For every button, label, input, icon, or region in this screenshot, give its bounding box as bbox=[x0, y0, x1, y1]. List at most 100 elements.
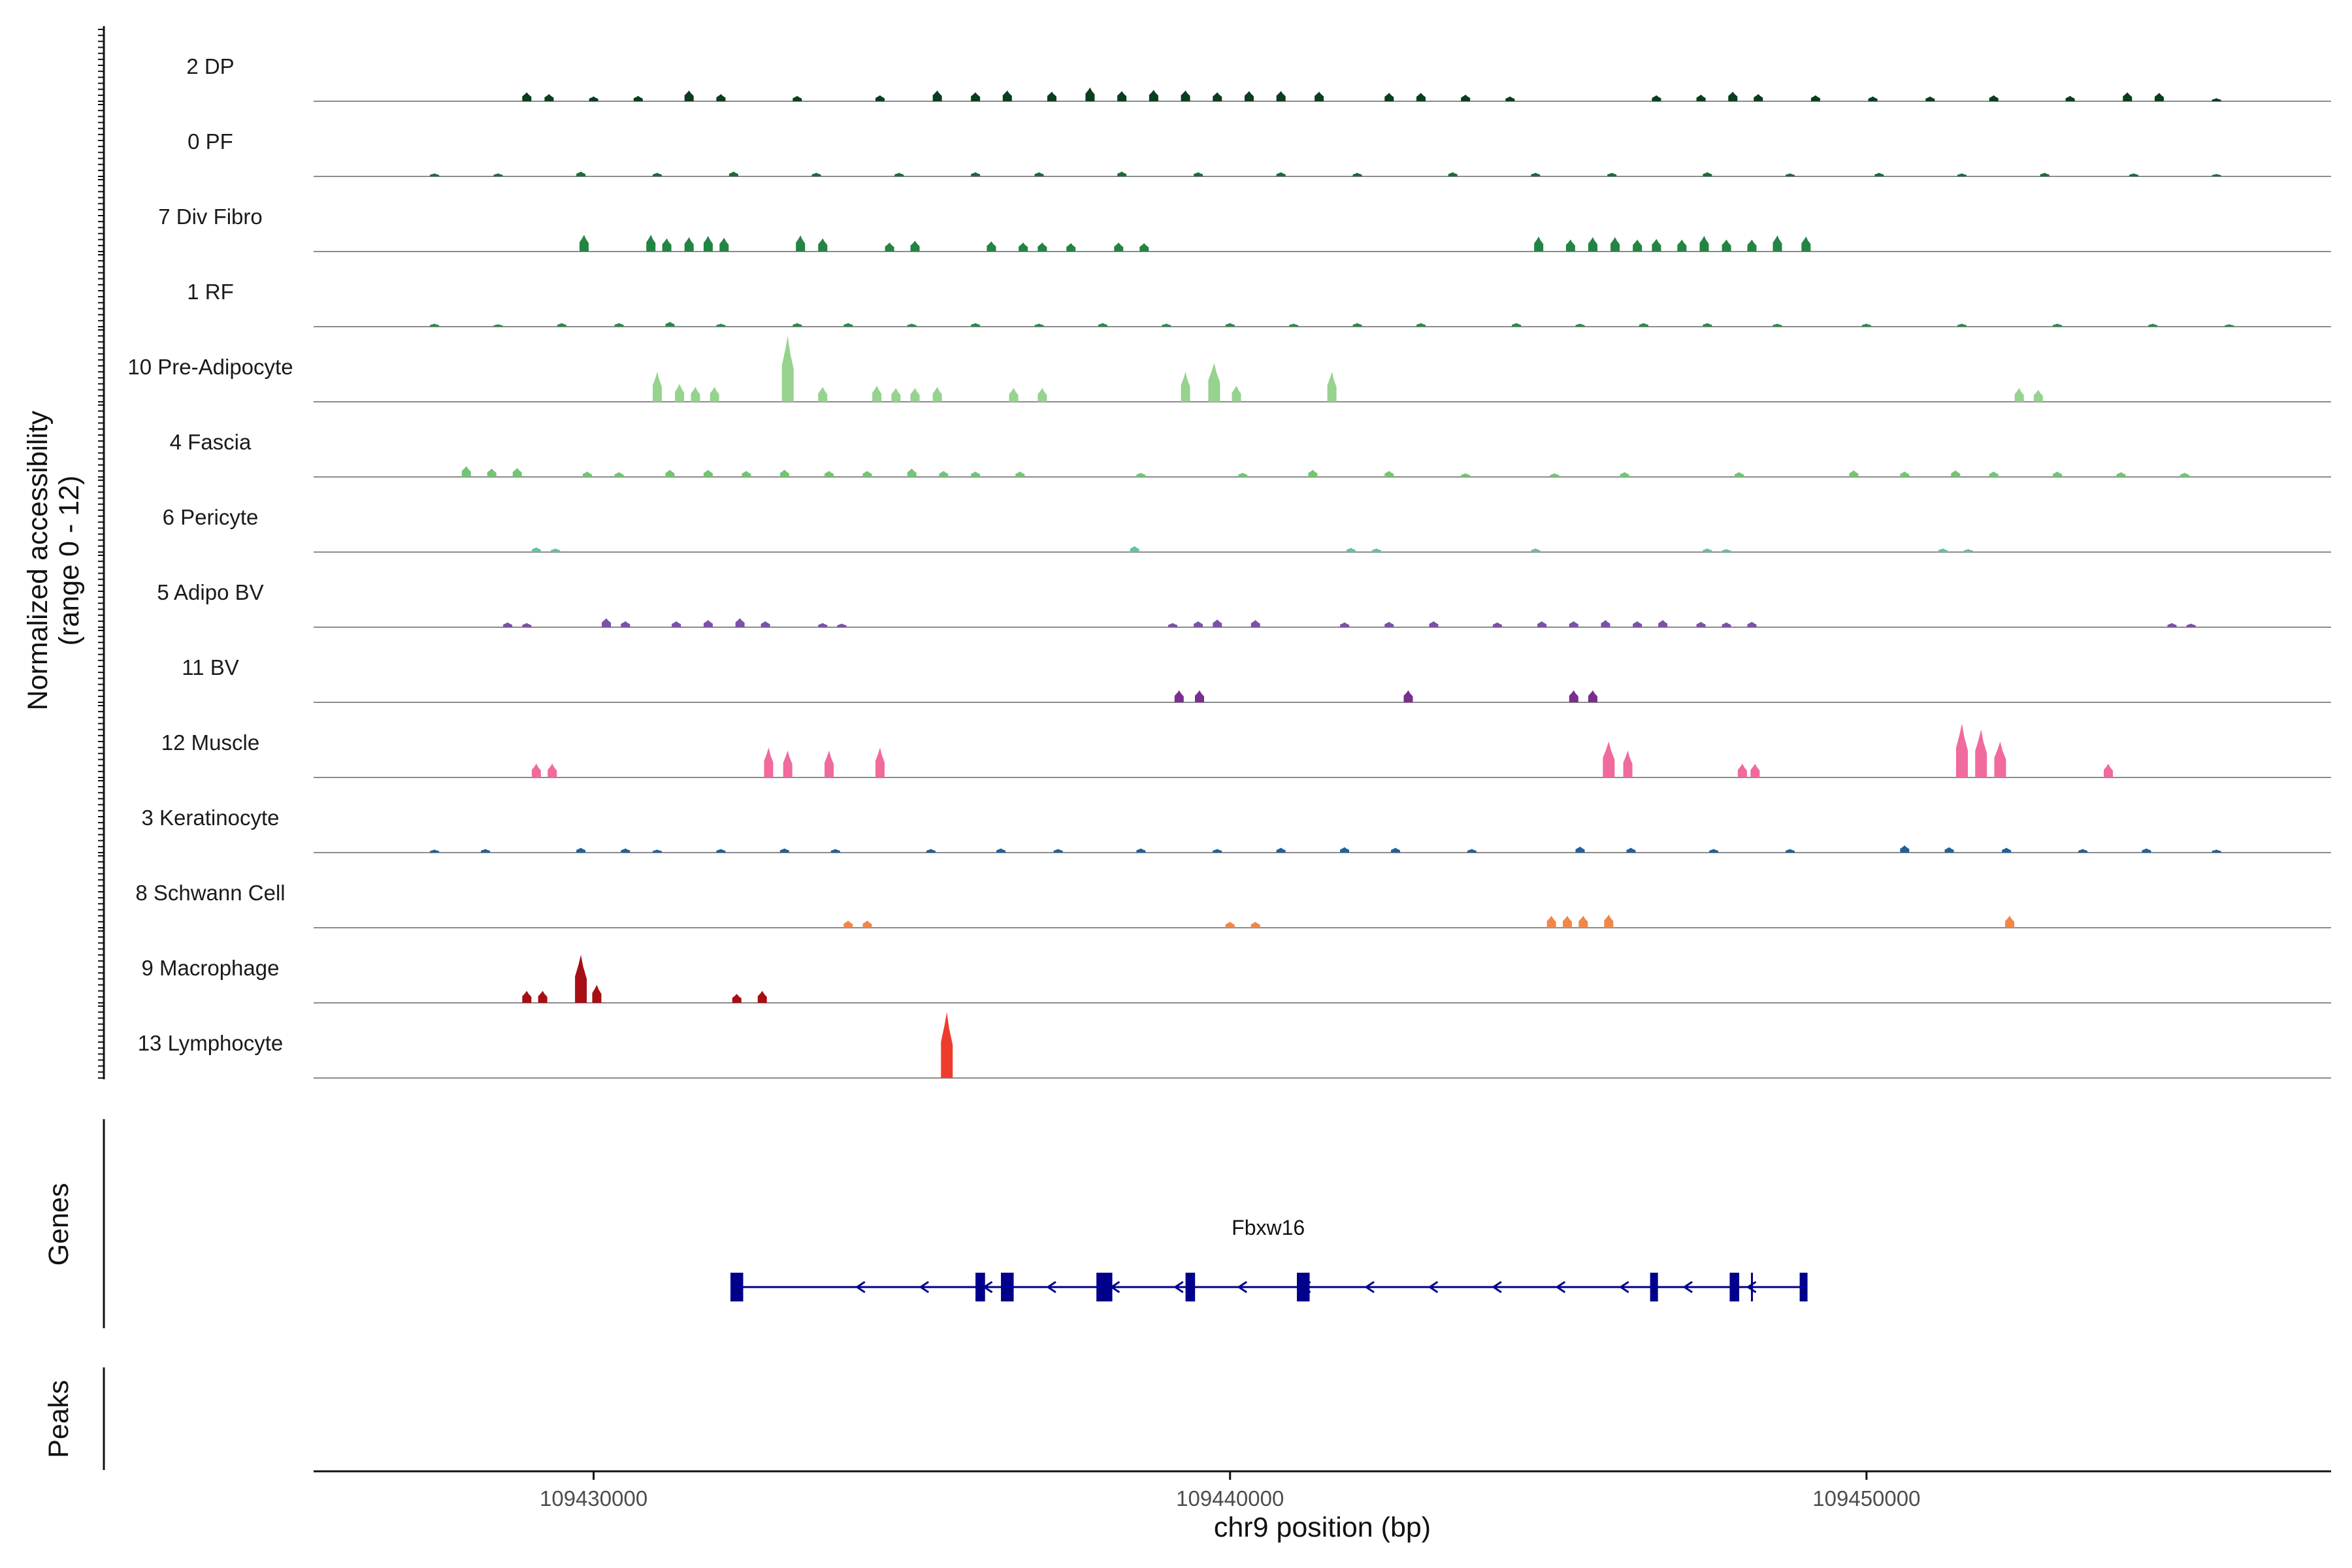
coverage-peak bbox=[461, 466, 471, 477]
coverage-peak bbox=[1728, 91, 1738, 101]
gene-exon bbox=[1096, 1273, 1113, 1301]
coverage-peak bbox=[1340, 847, 1350, 853]
coverage-peak bbox=[1448, 172, 1458, 176]
coverage-peak bbox=[1575, 846, 1585, 853]
coverage-peak bbox=[547, 763, 557, 777]
x-axis-title: chr9 position (bp) bbox=[1214, 1512, 1431, 1543]
coverage-peak bbox=[1957, 323, 1967, 327]
coverage-peak bbox=[1750, 763, 1760, 777]
track-label: 13 Lymphocyte bbox=[138, 1031, 284, 1055]
strand-arrow bbox=[1492, 1281, 1502, 1294]
coverage-peak bbox=[728, 171, 738, 176]
track-11: 3 Keratinocyte bbox=[142, 806, 2331, 853]
coverage-peak bbox=[1868, 96, 1878, 101]
coverage-peak bbox=[1563, 915, 1573, 928]
coverage-peak bbox=[653, 372, 662, 402]
coverage-peak bbox=[665, 470, 675, 477]
coverage-peak bbox=[1735, 472, 1744, 477]
track-10: 12 Muscle bbox=[161, 723, 2331, 778]
coverage-peak bbox=[1276, 172, 1286, 176]
strand-arrow bbox=[855, 1281, 866, 1294]
coverage-peak bbox=[1162, 323, 1171, 327]
track-3: 7 Div Fibro bbox=[158, 204, 2331, 252]
coverage-peak bbox=[691, 387, 700, 402]
coverage-peak bbox=[522, 92, 532, 101]
coverage-peak bbox=[760, 621, 770, 627]
coverage-peak bbox=[1623, 750, 1633, 777]
coverage-peak bbox=[1194, 621, 1203, 627]
track-1: 2 DP bbox=[186, 54, 2331, 102]
coverage-peak bbox=[1066, 243, 1076, 252]
coverage-peak bbox=[1537, 621, 1547, 627]
y-ticks-track-8 bbox=[98, 555, 104, 628]
coverage-peak bbox=[1575, 323, 1585, 327]
coverage-peak bbox=[862, 470, 872, 477]
track-14: 13 Lymphocyte bbox=[138, 1012, 2331, 1079]
coverage-peak bbox=[2212, 174, 2221, 176]
coverage-peak bbox=[1747, 621, 1757, 627]
coverage-peak bbox=[1620, 472, 1629, 477]
coverage-peak bbox=[2212, 849, 2221, 853]
coverage-peak bbox=[582, 471, 592, 477]
coverage-peak bbox=[1168, 623, 1178, 627]
coverage-peak bbox=[602, 618, 612, 627]
coverage-peak bbox=[481, 849, 491, 853]
coverage-peak bbox=[1009, 387, 1019, 402]
coverage-peak bbox=[1053, 849, 1063, 853]
coverage-peak bbox=[1603, 742, 1615, 777]
coverage-peak bbox=[1461, 94, 1471, 101]
coverage-peak bbox=[493, 173, 503, 176]
coverage-peak bbox=[781, 336, 794, 402]
coverage-peak bbox=[1703, 323, 1712, 327]
coverage-peak bbox=[1416, 93, 1426, 101]
coverage-peak bbox=[1136, 472, 1146, 477]
coverage-peak bbox=[1652, 95, 1661, 101]
coverage-peak bbox=[1810, 95, 1820, 101]
track-label: 12 Muscle bbox=[161, 730, 259, 755]
coverage-peak bbox=[1238, 472, 1248, 477]
gene-exon bbox=[975, 1273, 985, 1301]
coverage-peak bbox=[1652, 238, 1661, 252]
coverage-peak bbox=[932, 387, 942, 402]
coverage-peak bbox=[1849, 470, 1859, 477]
coverage-peak bbox=[1492, 622, 1502, 627]
coverage-peak bbox=[1633, 621, 1642, 627]
coverage-peak bbox=[621, 621, 630, 627]
coverage-peak bbox=[1900, 471, 1910, 477]
track-12: 8 Schwann Cell bbox=[135, 881, 2331, 928]
coverage-peak bbox=[1371, 548, 1381, 552]
coverage-peak bbox=[825, 470, 834, 477]
y-axis-title-line1: Normalized accessibility bbox=[22, 410, 54, 710]
coverage-peak bbox=[1578, 915, 1588, 928]
coverage-peak bbox=[430, 173, 440, 176]
coverage-peak bbox=[1900, 845, 1910, 853]
coverage-peak bbox=[522, 990, 532, 1003]
coverage-peak bbox=[1213, 92, 1222, 101]
coverage-peak bbox=[1384, 621, 1394, 627]
coverage-peak bbox=[703, 620, 713, 627]
coverage-peak bbox=[1139, 243, 1149, 252]
coverage-peak bbox=[1244, 91, 1254, 101]
coverage-peak bbox=[987, 241, 996, 252]
coverage-peak bbox=[1098, 323, 1107, 327]
coverage-peak bbox=[971, 323, 981, 327]
coverage-peak bbox=[1213, 619, 1222, 627]
coverage-peak bbox=[703, 236, 713, 252]
gene-exon bbox=[1650, 1273, 1658, 1301]
coverage-peak bbox=[1194, 172, 1203, 176]
coverage-peak bbox=[811, 172, 821, 176]
coverage-peak bbox=[1149, 90, 1158, 101]
coverage-peak bbox=[1626, 847, 1636, 853]
y-ticks-track-11 bbox=[98, 780, 104, 853]
coverage-peak bbox=[1019, 242, 1028, 252]
coverage-peak bbox=[1925, 96, 1935, 101]
coverage-peak bbox=[1181, 90, 1190, 101]
coverage-peak bbox=[1696, 621, 1706, 627]
coverage-peak bbox=[1569, 690, 1578, 702]
coverage-peak bbox=[2033, 389, 2043, 402]
y-ticks-track-9 bbox=[98, 630, 104, 703]
coverage-peak bbox=[703, 470, 713, 477]
coverage-peak bbox=[1772, 235, 1782, 252]
coverage-peak bbox=[2005, 915, 2015, 928]
